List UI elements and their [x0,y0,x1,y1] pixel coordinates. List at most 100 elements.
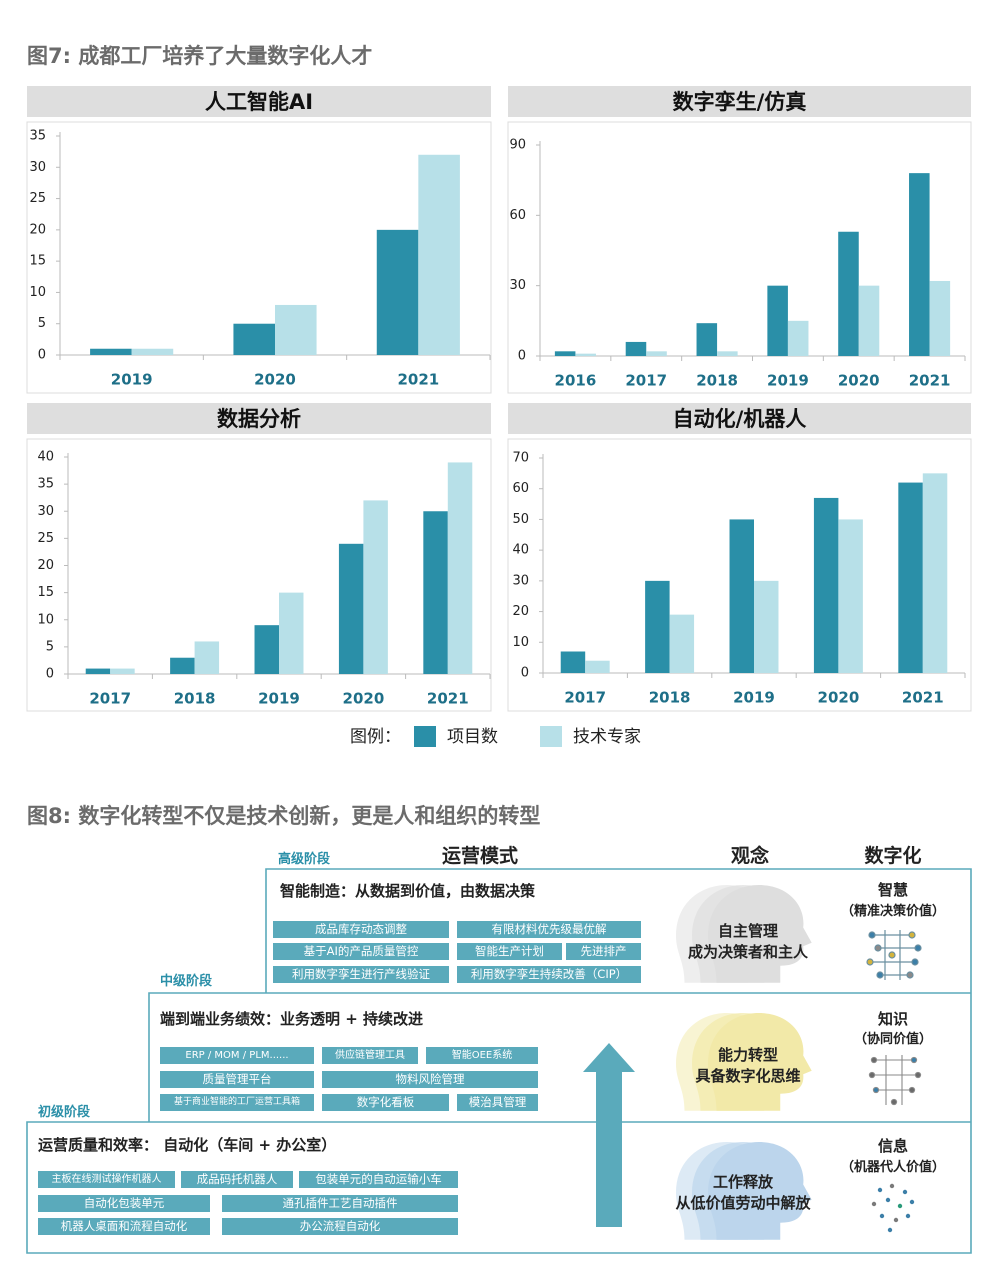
figure-title: 图8: 数字化转型不仅是技术创新，更是人和组织的转型 [27,804,541,828]
tag: 模治具管理 [457,1094,538,1111]
mindset: 具备数字化思维 [695,1067,801,1085]
y-tick-label: 10 [37,612,54,627]
y-tick-label: 30 [29,160,46,175]
bar [858,285,880,356]
y-tick-label: 20 [512,604,529,619]
tag: 有限材料优先级最优解 [457,921,641,938]
bar [585,660,610,673]
tag: 包装单元的自动运输小车 [299,1171,458,1188]
stage-label: 初级阶段 [38,1105,91,1120]
bar [838,519,863,673]
chart-header [27,86,491,117]
tag: 智能生产计划 [457,943,562,960]
y-tick-label: 15 [29,254,46,269]
bar [646,351,667,356]
bar [729,519,754,673]
x-tick-label: 2020 [838,372,880,390]
x-tick-label: 2021 [902,689,944,707]
tag: 办公流程自动化 [222,1218,458,1235]
bar [376,229,419,355]
bar [363,500,388,674]
icon-wisdom [866,930,922,980]
y-tick-label: 25 [29,191,46,206]
x-tick-label: 2020 [343,690,385,708]
column-header: 运营模式 [441,845,519,867]
chart-header [508,86,971,117]
tag: 基于商业智能的工厂运营工具箱 [160,1094,314,1111]
mindset: 从低价值劳动中解放 [675,1194,811,1212]
y-tick-label: 5 [38,316,46,331]
bar [754,580,779,673]
bar [233,323,275,355]
bar [813,497,839,673]
tag: 主板在线测试操作机器人 [38,1171,175,1188]
y-tick-label: 35 [37,477,54,492]
mindset: 工作释放 [712,1173,774,1191]
x-tick-label: 2021 [427,690,469,708]
tag: 供应链管理工具 [322,1047,418,1064]
tag: 物料风险管理 [322,1071,538,1088]
y-tick-label: 0 [518,349,526,364]
chart-title: 数据分析 [217,407,301,431]
tag: 利用数字孪生持续改善（CIP） [457,966,641,983]
mindset: 成为决策者和主人 [687,943,809,961]
chart-header [508,403,971,434]
bar [575,353,596,356]
icon-knowledge [868,1055,922,1106]
y-tick-label: 35 [29,129,46,144]
x-tick-label: 2016 [555,372,597,390]
bar [767,285,788,356]
column-header: 数字化 [864,845,922,867]
up-arrow [583,1043,635,1227]
x-tick-label: 2021 [397,371,439,389]
bar [838,231,859,356]
tag: 机器人桌面和流程自动化 [38,1218,210,1235]
stage-heading: 端到端业务绩效：业务透明 + 持续改进 [160,1010,424,1028]
tag: 通孔插件工艺自动插件 [222,1195,458,1212]
mindset: 能力转型 [717,1046,779,1064]
stage-frame [26,868,972,1254]
stage-heading: 智能制造：从数据到价值，由数据决策 [280,882,536,900]
x-tick-label: 2017 [625,372,667,390]
chart-title: 数字孪生/仿真 [673,90,807,114]
tag: 利用数字孪生进行产线验证 [273,966,449,983]
y-tick-label: 10 [29,285,46,300]
heads-low [676,1142,812,1240]
bar [560,651,586,673]
bar [423,511,448,674]
x-tick-label: 2018 [649,689,691,707]
legend-label: 项目数 [447,727,498,747]
bar [275,304,317,355]
chart-title: 人工智能AI [205,90,313,114]
legend-swatch [414,726,436,747]
x-tick-label: 2019 [767,372,809,390]
bar [85,668,111,674]
bar [929,280,951,356]
y-tick-label: 30 [37,504,54,519]
y-tick-label: 30 [512,573,529,588]
bar [696,323,718,356]
tag: 成品码托机器人 [181,1171,293,1188]
tag: 成品库存动态调整 [273,921,449,938]
y-tick-label: 5 [46,639,54,654]
tag: 质量管理平台 [160,1071,314,1088]
y-tick-label: 20 [37,558,54,573]
y-tick-label: 90 [509,138,526,153]
tag: 基于AI的产品质量管控 [273,943,449,960]
y-tick-label: 15 [37,585,54,600]
digital-title: 信息 [877,1137,909,1155]
bar [254,625,279,674]
y-tick-label: 0 [38,348,46,363]
tag: 数字化看板 [322,1094,449,1111]
mindset: 自主管理 [717,922,779,940]
y-tick-label: 50 [512,512,529,527]
bar [922,473,948,673]
x-tick-label: 2019 [733,689,775,707]
chart-frame [507,121,972,394]
bar [338,543,364,674]
y-tick-label: 10 [512,635,529,650]
chart-header [27,403,491,434]
legend-label: 技术专家 [573,727,641,747]
bar [898,482,923,673]
